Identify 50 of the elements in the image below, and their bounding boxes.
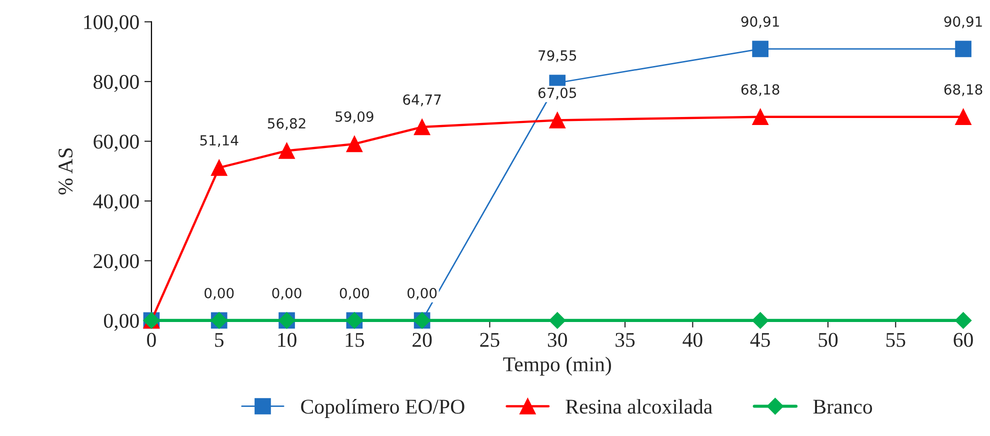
data-label: 0,00 (204, 288, 234, 300)
point (346, 136, 363, 152)
data-label: 68,18 (741, 84, 780, 96)
point (549, 112, 566, 128)
x-tick-label: 5 (215, 333, 224, 347)
point (752, 108, 768, 125)
x-axis-title: Tempo (min) (503, 356, 611, 376)
x-tick-label: 45 (750, 333, 770, 347)
point (955, 40, 972, 58)
data-label: 90,91 (741, 16, 779, 28)
data-label: 90,91 (944, 16, 982, 28)
x-tick-label: 40 (682, 332, 702, 347)
y-tick-label: 40,00 (93, 194, 139, 212)
y-tick-label: 100,00 (84, 15, 139, 32)
point (752, 312, 769, 329)
legend-label: Copolímero EO/PO (301, 399, 464, 418)
x-tick-label: 15 (346, 332, 364, 347)
y-tick-label: 0,00 (104, 314, 139, 331)
data-label: 0,00 (340, 288, 369, 300)
point (752, 40, 768, 58)
x-tick-label: 50 (818, 332, 838, 347)
x-tick-label: 25 (480, 332, 500, 347)
y-tick-label: 60,00 (94, 134, 139, 152)
x-tick-label: 60 (954, 332, 973, 347)
x-tick-label: 55 (886, 333, 906, 347)
data-label: 0,00 (408, 288, 437, 300)
data-label: 67,05 (538, 88, 576, 100)
data-label: 68,18 (944, 84, 982, 96)
point (548, 312, 566, 329)
x-tick-label: 20 (412, 332, 432, 347)
data-label: 0,00 (272, 288, 302, 300)
point (278, 142, 295, 159)
data-label: 64,77 (403, 94, 441, 106)
y-tick-label: 80,00 (94, 74, 139, 92)
x-tick-label: 35 (616, 332, 635, 347)
point (210, 160, 228, 176)
y-tick-label: 20,00 (94, 254, 139, 272)
x-tick-label: 0 (147, 332, 156, 347)
y-axis-title: % AS (58, 148, 73, 194)
data-label: 51,14 (200, 135, 238, 148)
legend-label: Branco (813, 400, 872, 414)
legend-label: Resina alcoxilada (566, 399, 712, 414)
data-label: 56,82 (268, 118, 306, 130)
point (954, 312, 972, 329)
data-label: 79,55 (538, 50, 576, 62)
x-tick-label: 10 (278, 332, 296, 347)
data-label: 59,09 (336, 111, 374, 124)
point (955, 108, 972, 125)
x-tick-label: 30 (548, 332, 567, 347)
point (414, 118, 430, 136)
